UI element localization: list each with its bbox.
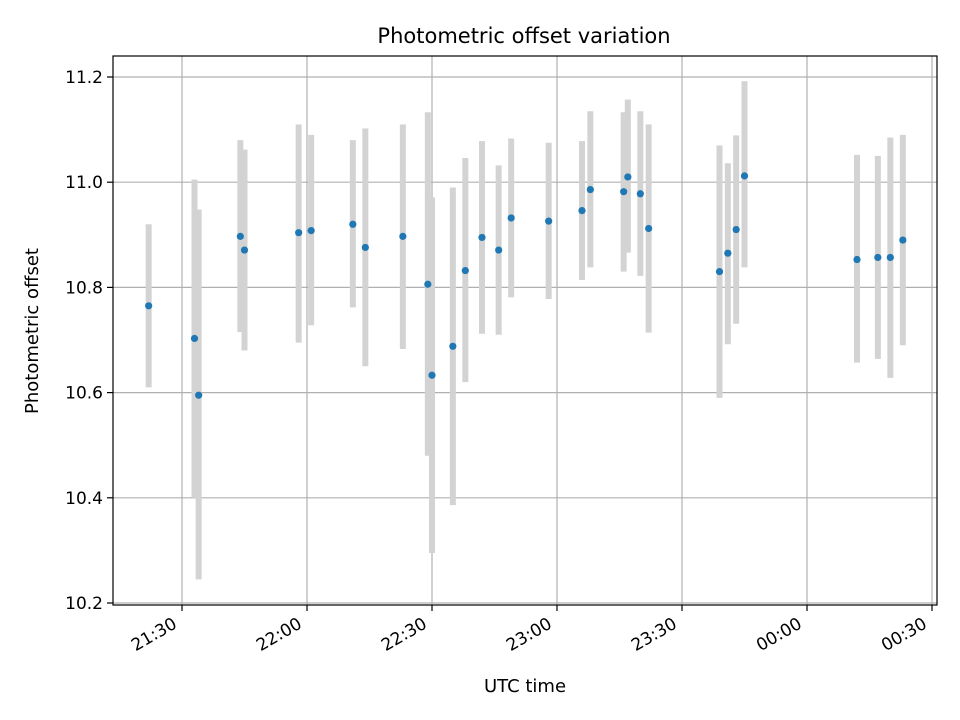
data-point xyxy=(507,214,515,222)
data-point xyxy=(145,302,153,310)
data-point xyxy=(853,255,861,264)
data-point xyxy=(586,185,594,194)
data-point xyxy=(624,173,632,181)
data-point xyxy=(886,253,894,262)
plot-frame xyxy=(112,55,938,606)
y-tick-label: 11.2 xyxy=(65,68,103,88)
gridlines xyxy=(113,56,937,605)
data-point xyxy=(899,236,907,244)
y-axis-label: Photometric offset xyxy=(22,248,43,414)
data-point xyxy=(424,280,432,288)
data-point xyxy=(874,253,882,262)
data-point xyxy=(399,232,407,240)
data-point xyxy=(740,172,749,180)
data-point xyxy=(620,188,628,196)
data-point xyxy=(478,233,486,242)
data-point xyxy=(295,229,303,237)
y-tick-label: 10.4 xyxy=(65,489,103,509)
data-point xyxy=(461,266,469,275)
data-point xyxy=(715,268,724,276)
data-point xyxy=(240,246,249,254)
y-tick-label: 10.2 xyxy=(65,594,103,614)
data-point xyxy=(732,225,740,234)
data-points xyxy=(145,172,907,399)
data-point xyxy=(190,334,199,343)
y-tick-label: 10.6 xyxy=(65,384,103,404)
y-tick-label: 10.8 xyxy=(65,278,103,298)
data-point xyxy=(578,207,586,215)
x-axis-label: UTC time xyxy=(484,676,566,697)
data-point xyxy=(428,371,436,379)
data-point xyxy=(236,232,244,240)
data-point xyxy=(195,391,203,399)
chart-title: Photometric offset variation xyxy=(377,24,670,48)
data-point xyxy=(307,226,315,235)
data-point xyxy=(361,243,369,252)
data-point xyxy=(645,224,653,233)
data-point xyxy=(724,249,732,257)
data-point xyxy=(495,246,503,254)
data-point xyxy=(449,342,457,350)
y-tick-label: 11.0 xyxy=(65,173,103,193)
data-point xyxy=(636,190,644,198)
data-point xyxy=(349,220,357,228)
data-point xyxy=(545,217,553,225)
